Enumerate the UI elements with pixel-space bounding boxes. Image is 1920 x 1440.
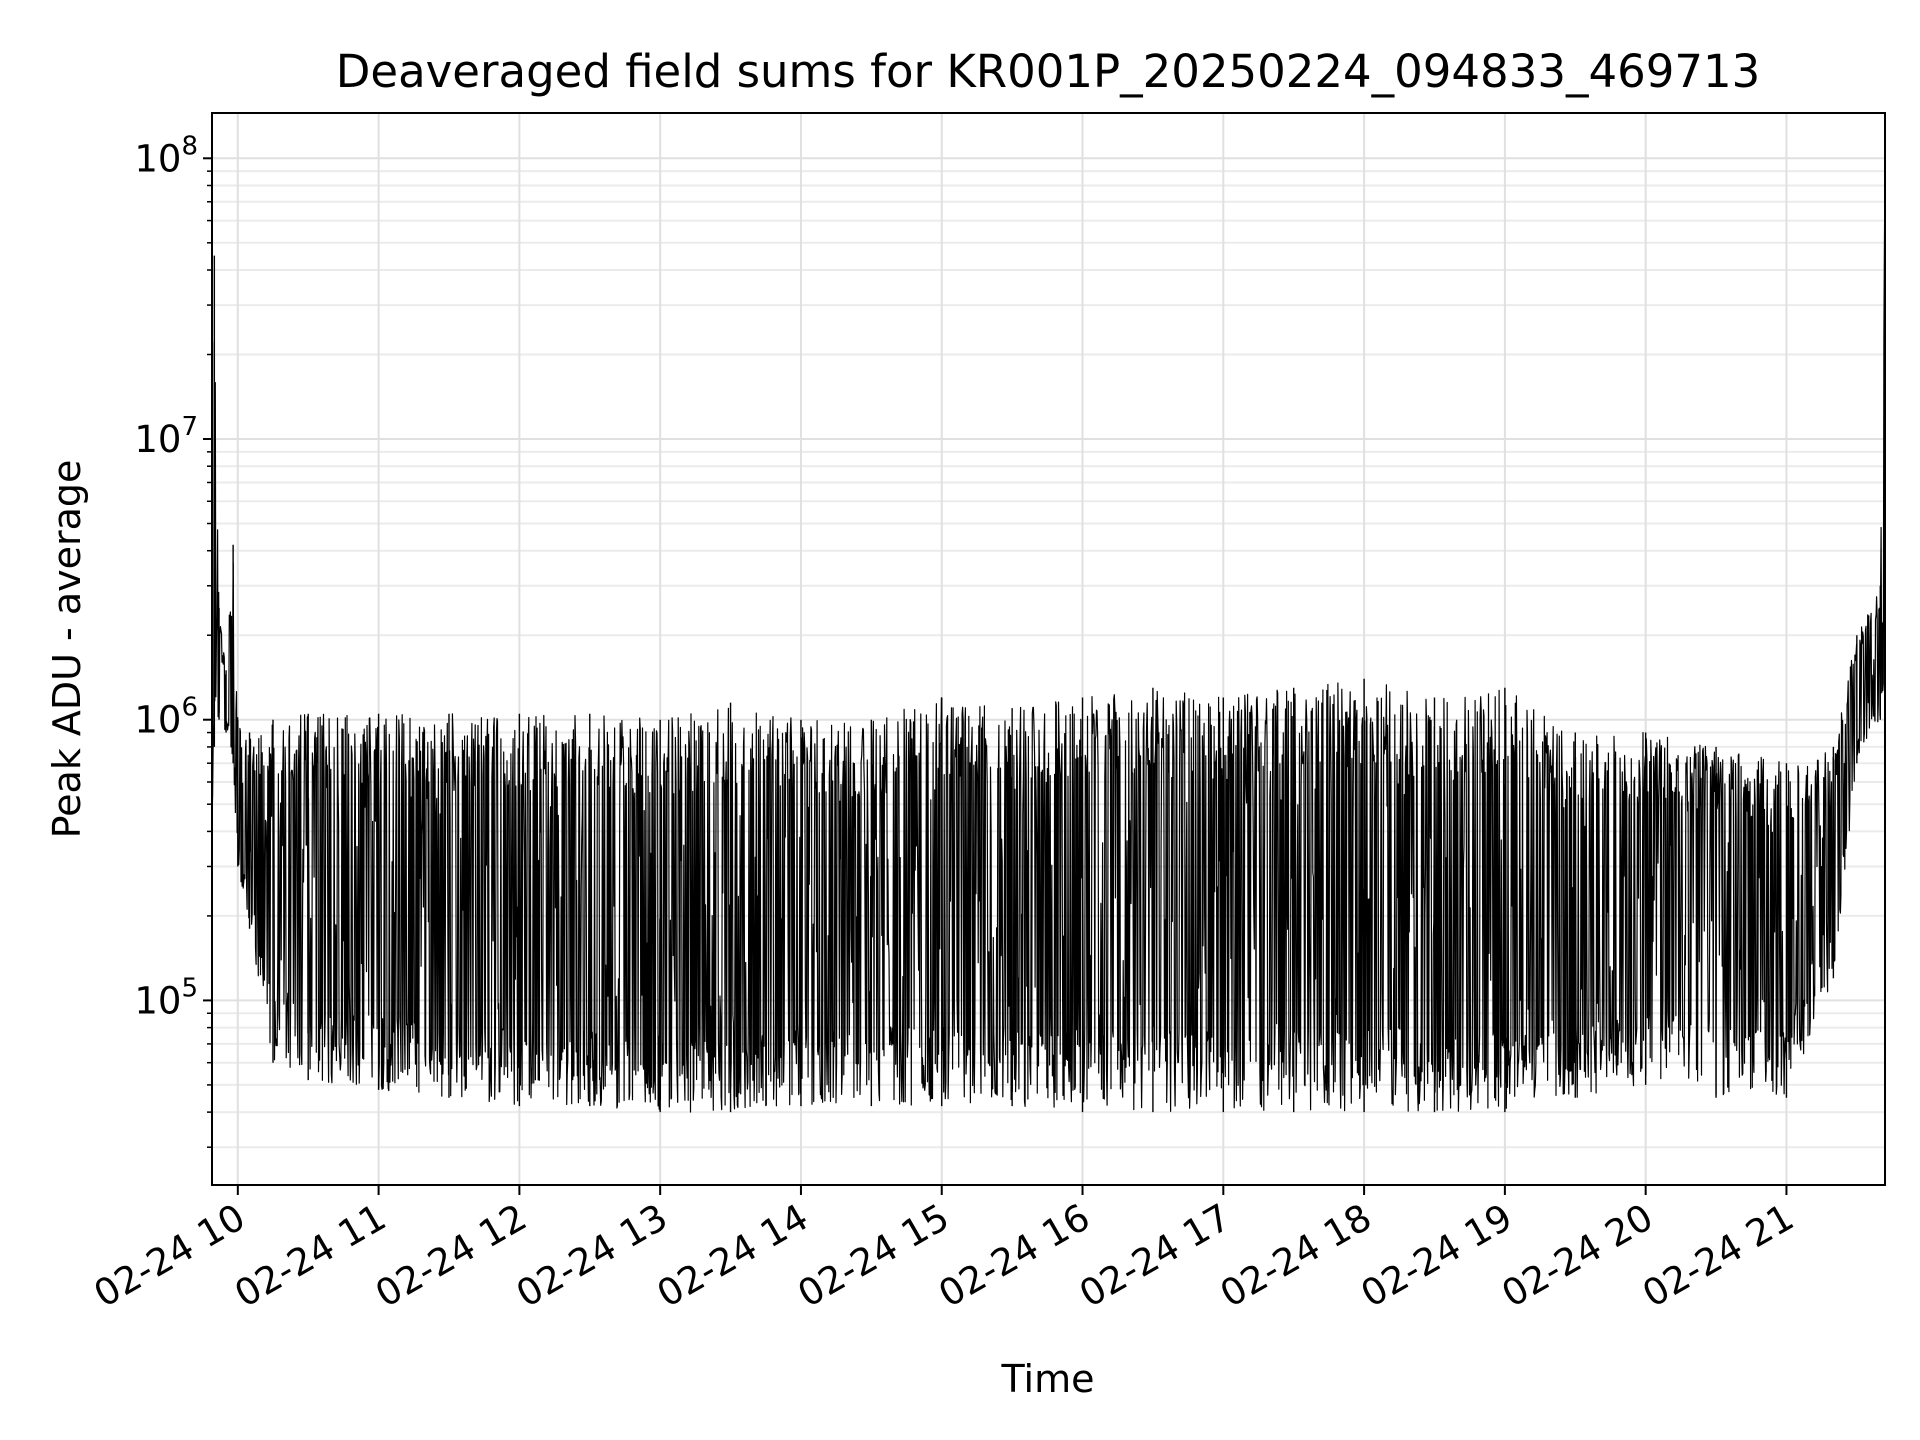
y-axis-label: Peak ADU - average: [45, 460, 89, 839]
y-tick-label: 108: [134, 131, 198, 180]
plot-frame: [211, 112, 1886, 1186]
x-tick-label: 02-24 12: [368, 1196, 534, 1316]
x-tick-label: 02-24 21: [1635, 1196, 1801, 1316]
x-tick-label: 02-24 19: [1354, 1196, 1520, 1316]
x-tick-label: 02-24 15: [791, 1196, 957, 1316]
y-tick-label: 105: [134, 973, 198, 1022]
chart-title: Deaveraged field sums for KR001P_2025022…: [336, 45, 1760, 98]
x-tick-label: 02-24 18: [1213, 1196, 1379, 1316]
x-tick-label: 02-24 17: [1072, 1196, 1238, 1316]
y-tick-label: 106: [134, 693, 198, 742]
series-line: [211, 158, 1886, 1113]
x-tick-label: 02-24 20: [1495, 1196, 1661, 1316]
series-trace: [211, 159, 1886, 1113]
y-axis: 105 106 107 108: [134, 131, 212, 1148]
x-axis-label: Time: [1001, 1357, 1095, 1401]
x-tick-label: 02-24 16: [931, 1196, 1097, 1316]
y-tick-label: 107: [134, 412, 198, 461]
x-tick-label: 02-24 11: [228, 1196, 394, 1316]
x-tick-label: 02-24 13: [509, 1196, 675, 1316]
x-tick-label: 02-24 14: [650, 1196, 816, 1316]
x-tick-label: 02-24 10: [87, 1196, 253, 1316]
